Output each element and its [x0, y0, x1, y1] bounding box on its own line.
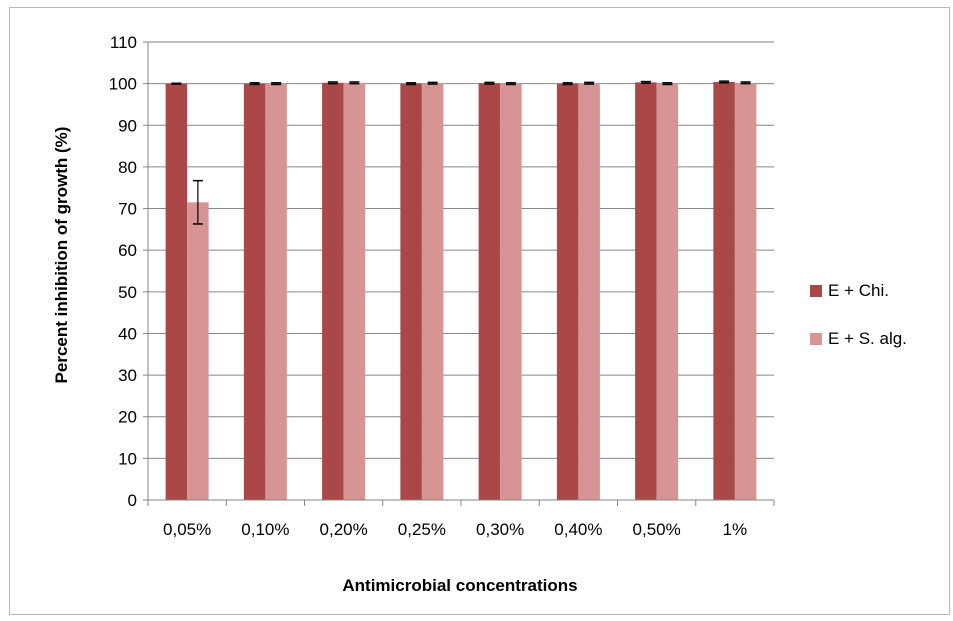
x-tick-label: 0,05%: [163, 520, 211, 539]
gridlines: [148, 41, 774, 459]
legend-swatch: [810, 333, 822, 345]
bar: [713, 81, 735, 500]
bar-chart: 0 10 20 30 40 50 60 70 80 90 100 110 0,05% 0,10% 0,20…: [52, 33, 907, 595]
y-tick-label: 10: [118, 449, 137, 468]
x-tick-label: 0,20%: [320, 520, 368, 539]
y-tick-labels: 0 10 20 30 40 50 60 70 80 90 100 110: [109, 33, 137, 510]
y-tick-label: 90: [118, 116, 137, 135]
bar: [734, 82, 757, 500]
bar: [556, 83, 579, 501]
bar: [400, 83, 422, 501]
y-tick-label: 0: [128, 491, 137, 510]
legend: E + Chi. E + S. alg.: [810, 281, 907, 348]
y-tick-label: 110: [110, 33, 137, 52]
bar: [635, 82, 657, 501]
y-tick-label: 50: [118, 283, 137, 302]
y-tick-label: 20: [118, 408, 137, 427]
y-tick-label: 80: [118, 158, 137, 177]
bar: [478, 83, 501, 500]
x-tick-label: 1%: [723, 520, 748, 539]
bar: [243, 83, 266, 501]
x-tick-label: 0,50%: [633, 520, 681, 539]
y-tick-label: 60: [118, 241, 137, 260]
y-axis-title: Percent inhibition of growth (%): [52, 127, 71, 384]
bar: [500, 83, 522, 501]
x-tick-label: 0,40%: [554, 520, 602, 539]
y-tick-label: 70: [118, 200, 137, 219]
legend-swatch: [810, 285, 822, 297]
x-tick-labels: 0,05% 0,10% 0,20% 0,25% 0,30% 0,40% 0,50% 1%: [163, 520, 747, 539]
x-tick-label: 0,25%: [398, 520, 446, 539]
x-tick-label: 0,10%: [241, 520, 289, 539]
chart-frame: 0 10 20 30 40 50 60 70 80 90 100 110 0,05% 0,10% 0,20…: [9, 7, 950, 615]
bar: [165, 83, 188, 501]
y-tick-label: 30: [118, 366, 137, 385]
legend-label: E + S. alg.: [828, 329, 907, 348]
x-axis-title: Antimicrobial concentrations: [342, 576, 577, 595]
bar: [187, 202, 209, 501]
x-tick-label: 0,30%: [476, 520, 524, 539]
legend-label: E + Chi.: [828, 281, 889, 300]
y-tick-label: 40: [118, 324, 137, 343]
bar: [322, 82, 344, 500]
bar: [656, 83, 679, 501]
bar: [343, 82, 366, 500]
error-bars: [171, 80, 751, 225]
bars: [165, 81, 757, 501]
bar: [265, 83, 287, 501]
y-tick-label: 100: [109, 75, 137, 94]
bar: [421, 83, 444, 500]
bar: [578, 83, 600, 500]
axes: [143, 41, 775, 506]
